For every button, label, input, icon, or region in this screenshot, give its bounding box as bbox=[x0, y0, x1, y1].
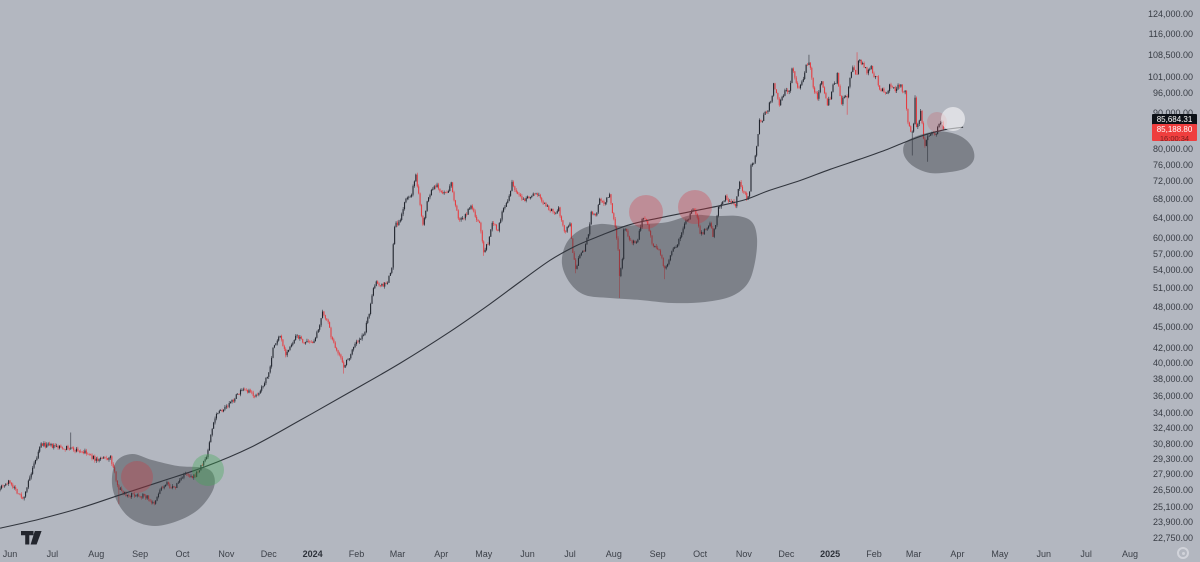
highlight-blob bbox=[111, 453, 215, 526]
time-tick-label: Jun bbox=[1036, 549, 1051, 559]
price-tick-label: 26,500.00 bbox=[1152, 485, 1193, 496]
marker-circles bbox=[121, 107, 965, 493]
time-tick-label: Mar bbox=[905, 549, 922, 559]
time-tick-label: Aug bbox=[88, 549, 105, 559]
price-tick-label: 116,000.00 bbox=[1148, 29, 1193, 40]
candlestick-series bbox=[0, 52, 944, 506]
price-tick-label: 108,500.00 bbox=[1147, 49, 1193, 60]
red-marker-circle bbox=[121, 461, 153, 493]
time-tick-label: May bbox=[475, 549, 493, 559]
time-tick-label: Dec bbox=[260, 549, 277, 559]
time-tick-label: Oct bbox=[693, 549, 708, 559]
last-price-label: 85,188.80 bbox=[1156, 125, 1193, 135]
time-tick-label: Mar bbox=[389, 549, 406, 559]
time-tick-label: Aug bbox=[605, 549, 622, 559]
price-tick-label: 42,000.00 bbox=[1152, 343, 1193, 354]
time-tick-label: Feb bbox=[348, 549, 365, 559]
price-tick-label: 54,000.00 bbox=[1152, 265, 1193, 276]
green-marker-circle bbox=[192, 454, 224, 486]
time-tick-label: 2024 bbox=[302, 549, 323, 559]
price-tick-label: 38,000.00 bbox=[1152, 373, 1193, 384]
time-tick-label: Jul bbox=[1080, 549, 1092, 559]
price-tick-label: 80,000.00 bbox=[1152, 143, 1193, 154]
scale-settings-icon[interactable] bbox=[1177, 547, 1189, 559]
price-tick-label: 96,000.00 bbox=[1152, 87, 1193, 98]
price-tick-label: 60,000.00 bbox=[1152, 232, 1193, 243]
moving-average-line bbox=[0, 126, 964, 529]
time-tick-label: Jul bbox=[564, 549, 576, 559]
time-axis[interactable]: Jun Jul Aug Sep Oct Nov Dec 2024 Feb Mar Apr May Jun… bbox=[0, 544, 1150, 562]
price-tick-label: 32,400.00 bbox=[1152, 423, 1193, 434]
price-tick-label: 29,300.00 bbox=[1152, 454, 1193, 465]
time-tick-label: Apr bbox=[950, 549, 965, 559]
price-tick-label: 101,000.00 bbox=[1147, 71, 1193, 82]
price-tick-label: 27,900.00 bbox=[1152, 469, 1193, 480]
time-tick-label: 2025 bbox=[820, 549, 841, 559]
price-tick-label: 30,800.00 bbox=[1152, 438, 1193, 449]
price-tick-label: 48,000.00 bbox=[1152, 301, 1193, 312]
price-tick-label: 40,000.00 bbox=[1152, 358, 1193, 369]
price-tick-label: 124,000.00 bbox=[1147, 8, 1193, 19]
red-marker-circle bbox=[678, 190, 712, 224]
time-tick-label: Nov bbox=[735, 549, 752, 559]
time-tick-label: Aug bbox=[1121, 549, 1138, 559]
highlight-blob bbox=[561, 214, 758, 304]
price-tick-label: 36,000.00 bbox=[1152, 390, 1193, 401]
highlight-blob bbox=[903, 131, 975, 174]
red-marker-circle bbox=[629, 195, 663, 229]
price-tick-label: 25,100.00 bbox=[1152, 502, 1193, 513]
price-tick-label: 90,000.00 bbox=[1152, 107, 1193, 118]
time-tick-label: Dec bbox=[778, 549, 795, 559]
price-tick-label: 64,000.00 bbox=[1152, 212, 1193, 223]
time-tick-label: May bbox=[991, 549, 1009, 559]
price-tick-label: 23,900.00 bbox=[1152, 517, 1193, 528]
time-tick-label: Feb bbox=[866, 549, 882, 559]
price-tick-label: 34,000.00 bbox=[1152, 408, 1193, 419]
time-tick-label: Sep bbox=[649, 549, 666, 559]
ma-value-label: 85,684.31 bbox=[1156, 114, 1193, 124]
tradingview-logo[interactable] bbox=[21, 531, 51, 545]
price-axis[interactable]: 124,000.00 116,000.00 108,500.00 101,000.00… bbox=[1147, 0, 1200, 562]
time-tick-label: Apr bbox=[434, 549, 449, 559]
price-tick-label: 45,000.00 bbox=[1152, 321, 1193, 332]
price-tick-label: 51,000.00 bbox=[1152, 283, 1193, 294]
last-price-badge: 85,188.80 16:00:34 bbox=[1152, 124, 1197, 144]
price-tick-label: 72,000.00 bbox=[1152, 176, 1193, 187]
white-marker-circle bbox=[941, 107, 965, 131]
price-tick-label: 68,000.00 bbox=[1152, 194, 1193, 205]
highlight-blobs bbox=[111, 131, 975, 526]
time-tick-label: Oct bbox=[175, 549, 190, 559]
time-tick-label: Jul bbox=[46, 549, 59, 559]
time-tick-label: Sep bbox=[132, 549, 149, 559]
time-tick-label: Jun bbox=[2, 549, 18, 559]
price-tick-label: 76,000.00 bbox=[1152, 159, 1193, 170]
price-tick-label: 57,000.00 bbox=[1152, 248, 1193, 259]
time-tick-label: Jun bbox=[520, 549, 535, 559]
price-tick-label: 22,750.00 bbox=[1152, 532, 1193, 543]
bar-countdown: 16:00:34 bbox=[1159, 134, 1190, 144]
time-tick-label: Nov bbox=[218, 549, 235, 559]
ma-value-badge: 85,684.31 bbox=[1152, 113, 1197, 125]
